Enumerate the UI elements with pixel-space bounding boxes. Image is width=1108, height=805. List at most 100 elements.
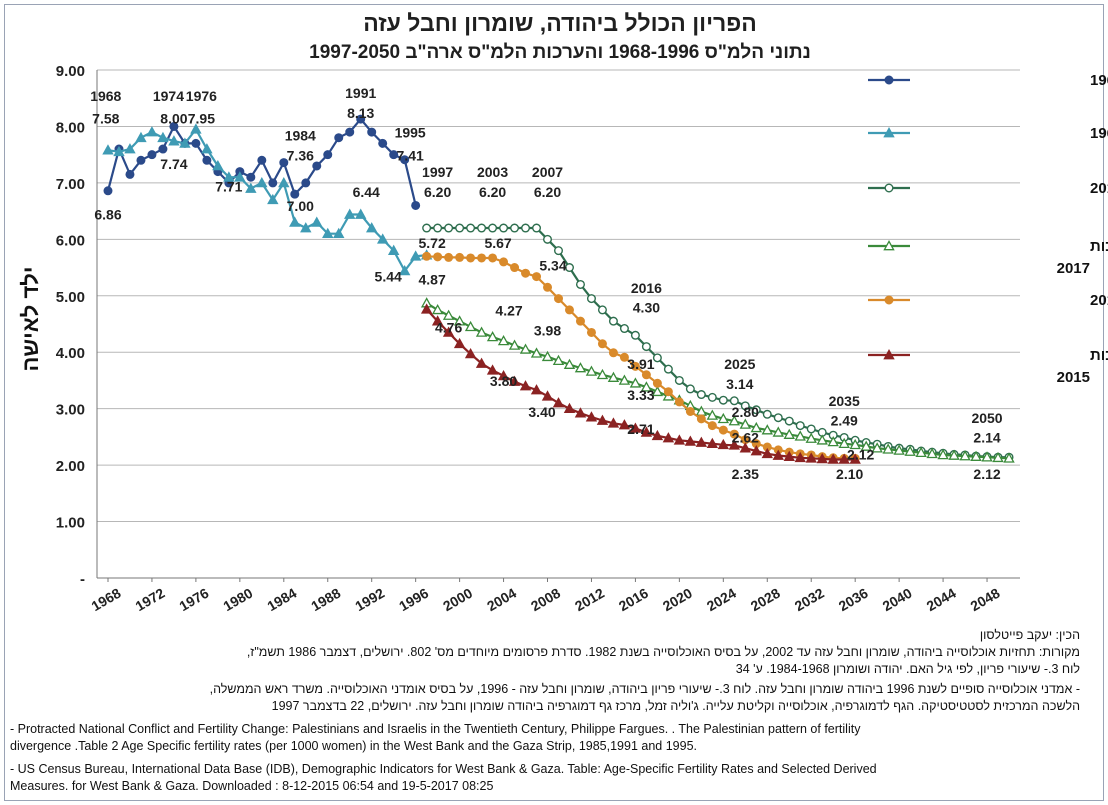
data-point [717, 438, 730, 450]
data-label: 7.58 [92, 111, 119, 127]
data-point [806, 424, 816, 434]
data-point [937, 449, 949, 460]
data-point [442, 326, 455, 337]
data-label: 6.20 [424, 184, 451, 200]
data-point [740, 401, 750, 411]
data-point [521, 223, 531, 233]
data-point [751, 405, 761, 415]
data-point [685, 406, 695, 416]
x-tick-label: 2032 [792, 585, 827, 615]
data-point [739, 442, 752, 453]
data-point [444, 252, 454, 262]
data-point [684, 435, 697, 446]
data-point [431, 315, 444, 326]
data-point [706, 437, 719, 448]
x-tick-label: 2040 [880, 585, 915, 615]
data-point [355, 208, 367, 219]
legend-item-2: חבל עזה הערכות 2017 [868, 180, 1108, 197]
data-point [718, 425, 728, 435]
data-point [510, 263, 520, 273]
data-point [541, 350, 554, 362]
data-label: 6.20 [479, 184, 506, 200]
data-label: 5.34 [539, 257, 566, 273]
data-point [323, 150, 333, 160]
data-point [893, 444, 905, 455]
data-point [398, 265, 411, 276]
data-point [805, 452, 817, 463]
legend-label: 2017 [1057, 260, 1090, 277]
data-point [541, 390, 554, 401]
data-point [585, 365, 598, 376]
data-point [147, 150, 157, 160]
data-label: 6.86 [94, 207, 121, 223]
data-point [267, 193, 279, 205]
data-point [289, 216, 301, 227]
data-point [499, 223, 509, 233]
series-3 [420, 297, 1015, 463]
data-point [212, 160, 224, 171]
data-point [882, 443, 894, 454]
data-point [311, 216, 323, 227]
data-point [532, 223, 542, 233]
data-label: 3.91 [627, 356, 654, 372]
data-point [563, 402, 576, 413]
legend-label: יהודה ושומרון הערכות [1090, 238, 1108, 255]
data-label: 7.36 [287, 147, 314, 163]
data-point [554, 246, 564, 256]
data-point [586, 327, 596, 337]
data-label: 1974 [153, 88, 184, 104]
data-point [356, 114, 366, 124]
data-point [564, 263, 574, 273]
data-point [674, 375, 684, 385]
data-point [816, 452, 828, 464]
x-tick-label: 2024 [704, 585, 739, 615]
data-point [630, 330, 640, 340]
data-point [794, 451, 806, 463]
x-tick-label: 1972 [132, 585, 167, 615]
legend-marker [883, 349, 895, 360]
x-tick-label: 2028 [748, 585, 783, 615]
data-point [400, 155, 410, 165]
x-tick-label: 1992 [352, 585, 387, 615]
data-label: 1976 [186, 88, 217, 104]
data-point [652, 378, 662, 388]
data-label: 1984 [285, 128, 316, 144]
data-point [597, 339, 607, 349]
series-line [107, 127, 427, 273]
data-point [257, 155, 267, 165]
data-point [563, 358, 576, 369]
note-line: - US Census Bureau, International Data B… [10, 762, 877, 776]
data-point [750, 445, 762, 456]
legend-label: חבל עזה 1968-1996 [1090, 72, 1108, 89]
note-line: הלשכה המרכזית לסטטיסטיקה. הגף לדמוגרפיה,… [271, 699, 1080, 713]
data-point [761, 447, 773, 459]
x-tick-label: 2020 [660, 585, 695, 615]
legend-item-3: יהודה ושומרון הערכות2017 [868, 238, 1108, 277]
data-label: 1997 [422, 164, 453, 180]
data-label: 5.72 [419, 235, 446, 251]
data-point [102, 144, 114, 155]
data-point [431, 303, 444, 315]
data-point [508, 375, 521, 386]
data-point [433, 252, 443, 262]
data-point [904, 445, 916, 456]
data-point [607, 371, 620, 382]
data-point [497, 334, 510, 346]
x-tick-label: 2016 [616, 585, 651, 615]
data-point [422, 251, 432, 261]
x-tick-label: 2048 [968, 585, 1003, 615]
data-point [475, 357, 488, 368]
data-point [630, 361, 640, 371]
data-point [499, 257, 509, 267]
x-tick-label: 1976 [176, 585, 211, 615]
data-point [365, 222, 378, 233]
data-point [279, 158, 289, 168]
data-point [728, 439, 741, 450]
data-point [179, 137, 191, 148]
y-tick-label: 6.00 [56, 232, 85, 249]
note-line: הכין: יעקב פייטלסון [979, 628, 1080, 642]
data-label: 4.87 [419, 271, 446, 287]
legend-marker [883, 127, 895, 138]
data-point [838, 453, 850, 464]
data-point [695, 436, 708, 447]
